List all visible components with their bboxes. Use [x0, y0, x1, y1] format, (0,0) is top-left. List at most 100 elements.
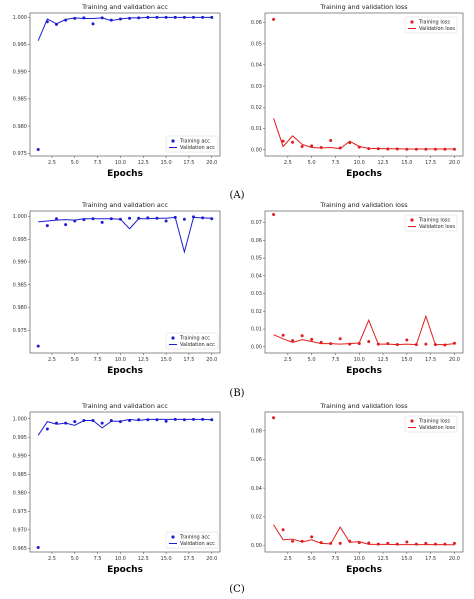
legend-box: [404, 214, 458, 232]
legend-entry: Training acc: [179, 535, 210, 541]
legend-marker-swatch: [171, 139, 175, 143]
x-tick-label: 12.5: [138, 357, 149, 363]
data-point: [45, 427, 49, 431]
x-tick-label: 15.0: [401, 160, 412, 166]
data-point: [164, 419, 168, 423]
series-line-validation-acc: [37, 418, 212, 436]
chart-5: Training and validation acc 2.5 5.0 7.5 10.0…: [13, 402, 221, 575]
y-tick-label: 0.995: [13, 42, 27, 48]
y-tick-label: 0.02: [251, 105, 262, 111]
x-tick-label: 20.0: [449, 160, 460, 166]
data-point: [272, 416, 276, 420]
data-point: [338, 541, 342, 545]
legend-entry: Validation acc: [180, 342, 215, 348]
x-tick-label: 10.0: [115, 357, 126, 363]
y-tick-label: 0.990: [13, 453, 27, 459]
x-axis-label: Epochs: [107, 366, 143, 376]
x-tick-label: 5.0: [71, 357, 79, 363]
data-point: [54, 217, 58, 221]
y-tick-label: 0.995: [13, 237, 27, 243]
y-tick-label: 0.975: [13, 509, 27, 515]
chart-title: Training and validation acc: [81, 402, 168, 410]
data-point: [329, 139, 333, 143]
x-tick-label: 10.0: [354, 556, 365, 562]
plot-frame: [264, 411, 464, 553]
x-tick-label: 2.5: [48, 160, 56, 166]
x-tick-label: 2.5: [284, 160, 292, 166]
panel-label-a: (A): [229, 190, 244, 201]
x-tick-label: 20.0: [449, 357, 460, 363]
x-tick-label: 17.5: [183, 160, 194, 166]
x-tick-label: 2.5: [284, 556, 292, 562]
x-tick-label: 20.0: [206, 556, 217, 562]
data-point: [310, 337, 314, 341]
y-tick-label: 0.975: [13, 328, 27, 334]
y-tick-label: 0.08: [251, 428, 262, 434]
x-tick-label: 15.0: [401, 357, 412, 363]
x-axis-label: Epochs: [107, 565, 143, 575]
x-tick-label: 17.5: [183, 357, 194, 363]
x-tick-label: 15.0: [161, 556, 172, 562]
x-tick-label: 20.0: [206, 160, 217, 166]
legend-box: [404, 415, 458, 433]
x-tick-label: 15.0: [161, 357, 172, 363]
data-point: [36, 546, 40, 550]
x-tick-label: 7.5: [94, 357, 102, 363]
x-tick-label: 5.0: [308, 556, 316, 562]
data-point: [45, 224, 49, 228]
x-axis-label: Epochs: [346, 169, 382, 179]
y-tick-label: 0.990: [13, 69, 27, 75]
data-point: [64, 223, 68, 227]
x-tick-label: 20.0: [449, 556, 460, 562]
y-tick-label: 0.00: [251, 344, 262, 350]
y-tick-label: 0.06: [251, 238, 262, 244]
y-tick-label: 0.00: [251, 543, 262, 549]
panel-label-b: (B): [229, 388, 244, 399]
x-tick-label: 17.5: [425, 160, 436, 166]
x-tick-label: 12.5: [377, 160, 388, 166]
data-point: [291, 339, 295, 343]
legend-entry: Validation acc: [180, 145, 215, 151]
legend-marker-swatch: [410, 20, 414, 24]
data-point: [338, 337, 342, 341]
legend-box: [165, 135, 219, 153]
y-tick-label: 0.05: [251, 256, 262, 262]
y-tick-label: 1.000: [13, 214, 27, 220]
x-tick-label: 2.5: [284, 357, 292, 363]
y-tick-label: 0.03: [251, 84, 262, 90]
x-tick-label: 17.5: [425, 357, 436, 363]
x-tick-label: 5.0: [71, 556, 79, 562]
x-tick-label: 10.0: [115, 556, 126, 562]
y-tick-label: 0.985: [13, 97, 27, 103]
y-tick-label: 0.04: [251, 273, 262, 279]
data-point: [405, 338, 409, 342]
x-tick-label: 2.5: [48, 357, 56, 363]
y-tick-label: 0.00: [251, 147, 262, 153]
legend-entry: Validation loss: [419, 224, 455, 230]
data-point: [281, 333, 285, 337]
legend-marker-swatch: [171, 535, 175, 539]
plot-frame: [29, 210, 221, 354]
legend-marker-swatch: [410, 218, 414, 222]
y-tick-label: 0.980: [13, 124, 27, 130]
data-point: [36, 147, 40, 151]
data-point: [281, 528, 285, 532]
legend-entry: Training acc: [179, 336, 210, 342]
x-tick-label: 15.0: [401, 556, 412, 562]
data-point: [272, 213, 276, 217]
y-tick-label: 0.01: [251, 327, 262, 333]
data-point: [310, 144, 314, 148]
y-tick-label: 0.965: [13, 546, 27, 552]
x-tick-label: 5.0: [71, 160, 79, 166]
data-point: [367, 339, 371, 343]
chart-title: Training and validation loss: [319, 201, 408, 209]
x-tick-label: 20.0: [206, 357, 217, 363]
x-tick-label: 17.5: [425, 556, 436, 562]
y-tick-label: 0.990: [13, 260, 27, 266]
data-point: [91, 22, 95, 26]
legend-marker-swatch: [171, 336, 175, 340]
y-tick-label: 1.000: [13, 15, 27, 21]
chart-2: Training and validation loss 2.5 5.0 7.5 10.…: [251, 3, 464, 179]
legend-entry: Validation acc: [180, 541, 215, 547]
